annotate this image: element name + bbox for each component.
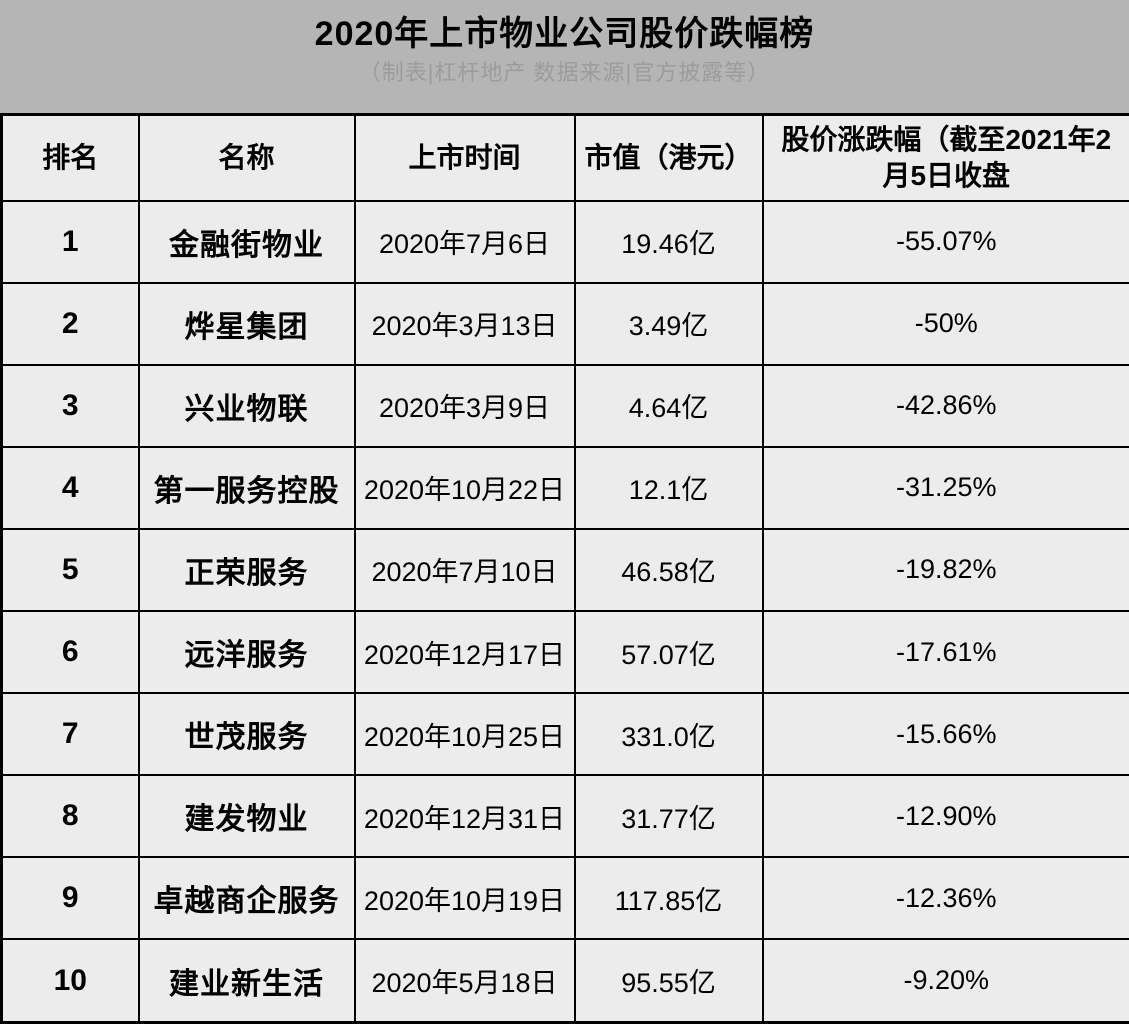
table-row: 5 正荣服务 2020年7月10日 46.58亿 -19.82% bbox=[0, 527, 1129, 613]
column-header-cap: 市值（港元） bbox=[573, 113, 764, 202]
table-row: 4 第一服务控股 2020年10月22日 12.1亿 -31.25% bbox=[0, 445, 1129, 530]
cell-change: -42.86% bbox=[761, 363, 1129, 448]
cell-rank: 8 bbox=[0, 774, 140, 859]
cell-name: 卓越商企服务 bbox=[137, 856, 356, 941]
cell-cap: 3.49亿 bbox=[573, 281, 764, 366]
cell-date: 2020年7月6日 bbox=[353, 199, 576, 284]
column-header-rank: 排名 bbox=[0, 113, 140, 202]
cell-name: 金融街物业 bbox=[137, 199, 356, 284]
cell-rank: 9 bbox=[0, 856, 140, 941]
column-header-change: 股价涨跌幅（截至2021年2月5日收盘 bbox=[761, 113, 1129, 202]
cell-cap: 117.85亿 bbox=[573, 856, 764, 941]
title-band: 2020年上市物业公司股价跌幅榜 （制表|杠杆地产 数据来源|官方披露等） bbox=[0, 0, 1129, 113]
cell-date: 2020年7月10日 bbox=[353, 527, 576, 613]
cell-change: -17.61% bbox=[761, 610, 1129, 695]
cell-name: 建发物业 bbox=[137, 774, 356, 859]
cell-name: 正荣服务 bbox=[137, 527, 356, 613]
cell-change: -9.20% bbox=[761, 938, 1129, 1024]
cell-change: -12.36% bbox=[761, 856, 1129, 941]
cell-name: 烨星集团 bbox=[137, 281, 356, 366]
cell-name: 建业新生活 bbox=[137, 938, 356, 1024]
cell-date: 2020年10月25日 bbox=[353, 692, 576, 777]
cell-change: -55.07% bbox=[761, 199, 1129, 284]
table-row: 1 金融街物业 2020年7月6日 19.46亿 -55.07% bbox=[0, 199, 1129, 284]
cell-cap: 12.1亿 bbox=[573, 445, 764, 530]
table-row: 8 建发物业 2020年12月31日 31.77亿 -12.90% bbox=[0, 774, 1129, 859]
cell-rank: 2 bbox=[0, 281, 140, 366]
ranking-table: 排名 名称 上市时间 市值（港元） 股价涨跌幅（截至2021年2月5日收盘 1 金融街物业… bbox=[0, 113, 1129, 1024]
cell-cap: 19.46亿 bbox=[573, 199, 764, 284]
cell-rank: 10 bbox=[0, 938, 140, 1024]
cell-rank: 5 bbox=[0, 527, 140, 613]
cell-cap: 31.77亿 bbox=[573, 774, 764, 859]
cell-name: 远洋服务 bbox=[137, 610, 356, 695]
table-row: 9 卓越商企服务 2020年10月19日 117.85亿 -12.36% bbox=[0, 856, 1129, 941]
cell-rank: 4 bbox=[0, 445, 140, 530]
cell-date: 2020年3月13日 bbox=[353, 281, 576, 366]
table-row: 10 建业新生活 2020年5月18日 95.55亿 -9.20% bbox=[0, 938, 1129, 1024]
table-row: 6 远洋服务 2020年12月17日 57.07亿 -17.61% bbox=[0, 610, 1129, 695]
cell-rank: 1 bbox=[0, 199, 140, 284]
cell-cap: 331.0亿 bbox=[573, 692, 764, 777]
table-body: 1 金融街物业 2020年7月6日 19.46亿 -55.07% 2 烨星集团 2020年3月… bbox=[0, 199, 1129, 1024]
cell-name: 世茂服务 bbox=[137, 692, 356, 777]
cell-rank: 7 bbox=[0, 692, 140, 777]
table-row: 3 兴业物联 2020年3月9日 4.64亿 -42.86% bbox=[0, 363, 1129, 448]
cell-rank: 3 bbox=[0, 363, 140, 448]
column-header-date: 上市时间 bbox=[353, 113, 576, 202]
cell-date: 2020年5月18日 bbox=[353, 938, 576, 1024]
cell-change: -31.25% bbox=[761, 445, 1129, 530]
cell-name: 兴业物联 bbox=[137, 363, 356, 448]
cell-change: -12.90% bbox=[761, 774, 1129, 859]
cell-name: 第一服务控股 bbox=[137, 445, 356, 530]
cell-change: -19.82% bbox=[761, 527, 1129, 613]
page-subtitle: （制表|杠杆地产 数据来源|官方披露等） bbox=[358, 60, 771, 85]
cell-change: -50% bbox=[761, 281, 1129, 366]
table-row: 2 烨星集团 2020年3月13日 3.49亿 -50% bbox=[0, 281, 1129, 366]
cell-cap: 57.07亿 bbox=[573, 610, 764, 695]
table-row: 7 世茂服务 2020年10月25日 331.0亿 -15.66% bbox=[0, 692, 1129, 777]
cell-cap: 46.58亿 bbox=[573, 527, 764, 613]
cell-rank: 6 bbox=[0, 610, 140, 695]
cell-date: 2020年10月22日 bbox=[353, 445, 576, 530]
column-header-name: 名称 bbox=[137, 113, 356, 202]
cell-date: 2020年12月31日 bbox=[353, 774, 576, 859]
cell-date: 2020年10月19日 bbox=[353, 856, 576, 941]
cell-change: -15.66% bbox=[761, 692, 1129, 777]
cell-cap: 4.64亿 bbox=[573, 363, 764, 448]
cell-date: 2020年3月9日 bbox=[353, 363, 576, 448]
cell-date: 2020年12月17日 bbox=[353, 610, 576, 695]
page-title: 2020年上市物业公司股价跌幅榜 bbox=[314, 15, 815, 53]
cell-cap: 95.55亿 bbox=[573, 938, 764, 1024]
header-row: 排名 名称 上市时间 市值（港元） 股价涨跌幅（截至2021年2月5日收盘 bbox=[0, 113, 1129, 202]
